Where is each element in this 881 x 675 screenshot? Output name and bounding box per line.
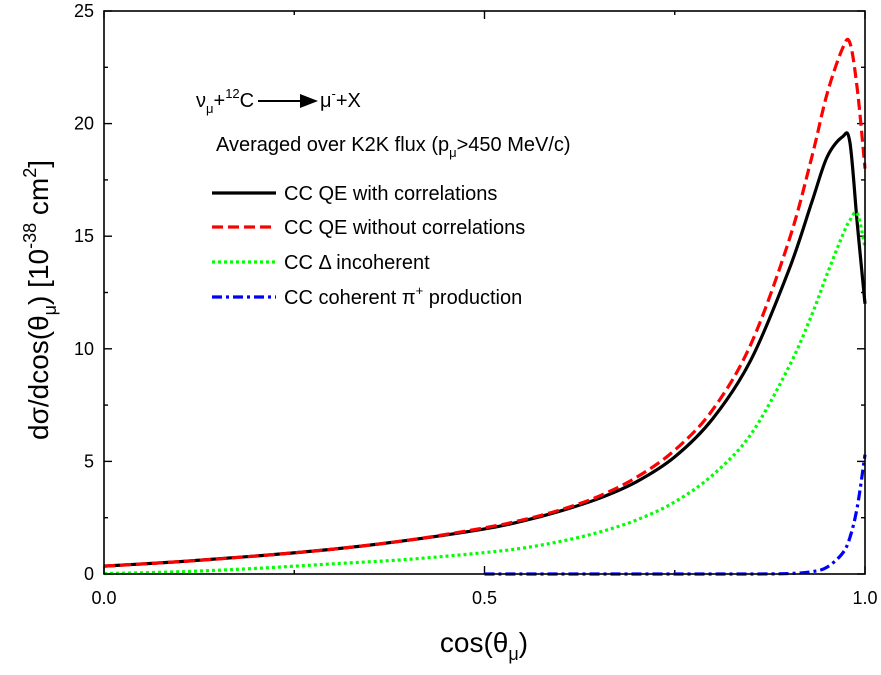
y-tick-label: 5 (84, 451, 94, 471)
x-tick-labels: 0.0 0.5 1.0 (91, 588, 877, 608)
x-axis-title: cos(θμ) (440, 627, 528, 664)
y-tick-label: 15 (74, 226, 94, 246)
series-line-2 (103, 210, 867, 576)
legend-label-coherent: CC coherent π+ production (284, 283, 522, 309)
legend-entry-qe-without: CC QE without correlations (212, 217, 525, 239)
svg-text:νμ+12C: νμ+12C (196, 86, 254, 116)
svg-text:μ-+X: μ-+X (320, 86, 361, 112)
x-tick-label: 0.0 (91, 588, 116, 608)
legend-entry-coherent: CC coherent π+ production (212, 283, 522, 309)
y-tick-labels: 0 5 10 15 20 25 (74, 1, 94, 584)
legend-entry-delta: CC Δ incoherent (212, 252, 430, 274)
y-tick-label: 10 (74, 339, 94, 359)
y-tick-label: 20 (74, 114, 94, 134)
legend-label-qe-without: CC QE without correlations (284, 217, 525, 239)
legend-label-delta: CC Δ incoherent (284, 252, 430, 274)
y-axis-title: dσ/dcos(θμ) [10-38 cm2] (20, 160, 60, 440)
series-line-1 (103, 37, 867, 568)
legend-entry-qe-with: CC QE with correlations (212, 183, 497, 205)
plot-frame (103, 10, 866, 575)
y-tick-label: 25 (74, 1, 94, 21)
x-tick-label: 1.0 (852, 588, 877, 608)
flux-annotation: Averaged over K2K flux (pμ>450 MeV/c) (216, 134, 571, 160)
reaction-arrow (258, 94, 318, 108)
legend-label-qe-with: CC QE with correlations (284, 183, 497, 205)
x-tick-label: 0.5 (472, 588, 497, 608)
y-tick-label: 0 (84, 564, 94, 584)
reaction-annotation: νμ+12C μ-+X (196, 86, 361, 116)
legend: CC QE with correlations CC QE without co… (212, 183, 525, 309)
